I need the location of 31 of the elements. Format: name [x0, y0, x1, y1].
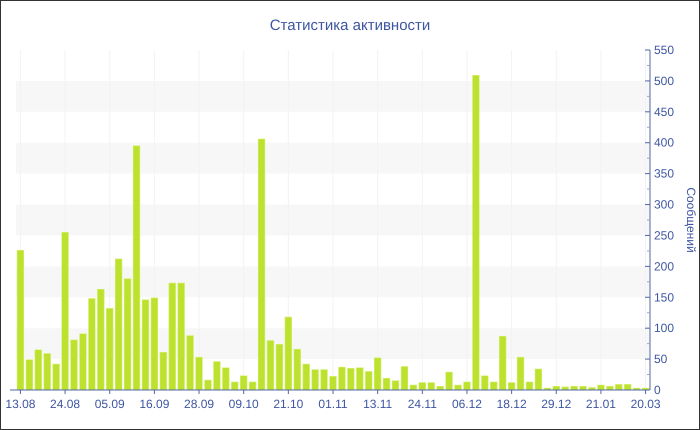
x-tick-label: 20.03 — [630, 397, 661, 411]
x-tick-label: 09.10 — [228, 397, 260, 411]
x-tick-label: 21.10 — [273, 397, 304, 411]
y-tick-label: 400 — [654, 136, 674, 150]
y-tick-label: 450 — [654, 104, 674, 119]
x-tick-label: 29.12 — [541, 397, 572, 411]
x-tick-label: 05.09 — [94, 397, 126, 411]
bar — [329, 376, 337, 390]
x-tick-label: 01.11 — [318, 397, 348, 411]
y-axis-title: Сообщений — [684, 187, 698, 253]
x-tick-label: 13.08 — [5, 397, 36, 411]
bar — [70, 340, 78, 390]
x-tick-label: 24.11 — [408, 397, 438, 411]
chart-title: Статистика активности — [270, 17, 430, 34]
x-tick-label: 21.01 — [586, 397, 616, 411]
x-tick-label: 16.09 — [139, 397, 170, 411]
y-tick-label: 0 — [654, 383, 661, 397]
y-tick-label: 150 — [654, 290, 674, 304]
x-tick-label: 24.08 — [50, 397, 80, 411]
y-tick-label: 500 — [654, 74, 674, 88]
x-tick-label: 28.09 — [184, 397, 214, 411]
y-tick-label: 350 — [654, 166, 674, 181]
y-tick-label: 300 — [654, 198, 674, 212]
x-tick-label: 06.12 — [452, 397, 482, 411]
y-tick-label: 100 — [654, 321, 674, 336]
y-tick-label: 200 — [654, 259, 674, 274]
x-tick-label: 13.11 — [363, 397, 393, 411]
y-tick-label: 550 — [654, 43, 674, 57]
x-tick-label: 18.12 — [496, 397, 527, 411]
y-tick-label: 50 — [654, 352, 668, 366]
y-tick-label: 250 — [654, 228, 674, 242]
